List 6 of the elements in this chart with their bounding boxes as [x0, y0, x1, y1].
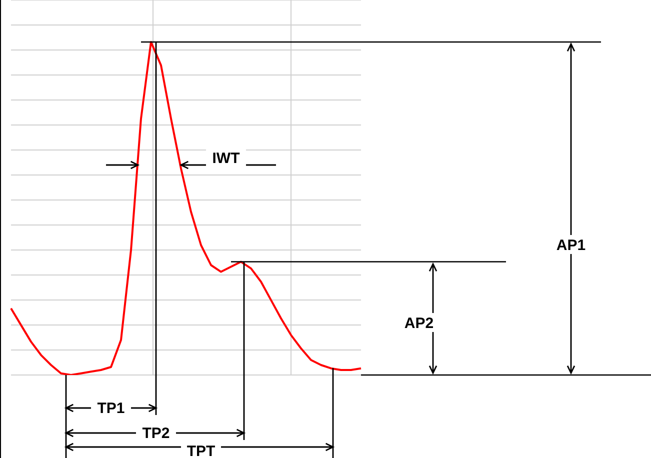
text: AP1	[556, 237, 586, 254]
text: TPT	[186, 443, 216, 458]
text: TP1	[97, 400, 125, 417]
annotation: IWT	[212, 150, 240, 167]
text: AP2	[404, 315, 434, 332]
text: TP2	[142, 425, 170, 442]
